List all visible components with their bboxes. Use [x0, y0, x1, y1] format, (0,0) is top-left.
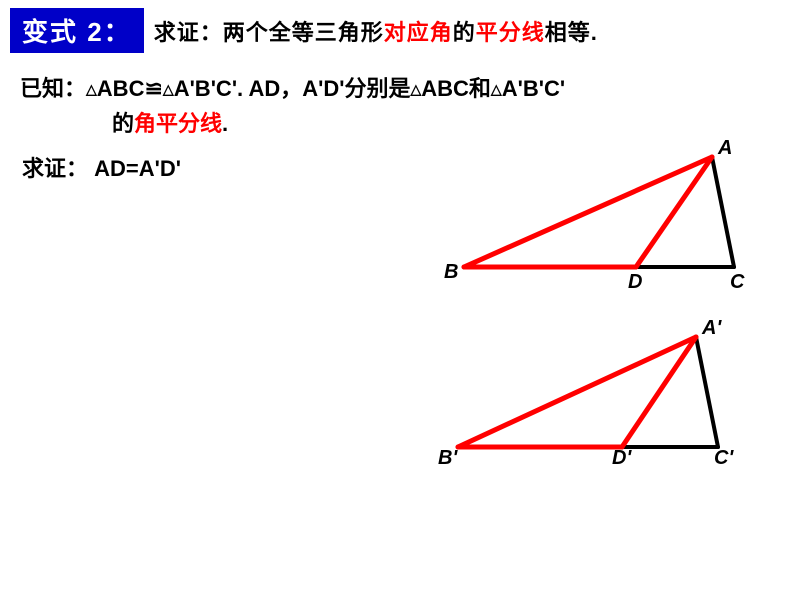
- prove-label: 求证：: [22, 156, 88, 181]
- given-t2b: A'B'C': [502, 76, 565, 101]
- vertex-label-d: D: [628, 271, 642, 294]
- vertex-label-d: D': [612, 447, 631, 470]
- given-line2a: 的: [112, 111, 134, 136]
- tri-symbol-3: △: [410, 81, 421, 97]
- vertex-label-b: B': [438, 447, 457, 470]
- given-label: 已知：: [20, 76, 86, 101]
- vertex-label-b: B: [444, 261, 458, 284]
- triangle-svg: [440, 325, 760, 475]
- tri-symbol-4: △: [491, 81, 502, 97]
- header-suffix: 相等.: [545, 20, 598, 45]
- given-t1a: ABC: [97, 76, 145, 101]
- header-statement: 求证：两个全等三角形对应角的平分线相等.: [154, 15, 598, 47]
- header-highlight1: 对应角: [384, 20, 453, 45]
- tri-symbol-2: △: [163, 81, 174, 97]
- triangle-diagram-1: ABCD: [440, 145, 760, 295]
- tri-symbol: △: [86, 81, 97, 97]
- vertex-label-c: C': [714, 447, 733, 470]
- triangle-svg: [440, 145, 760, 295]
- given-mid: AD，A'D'分别是: [248, 76, 410, 101]
- vertex-label-a: A: [718, 137, 732, 160]
- header-mid: 的: [453, 20, 476, 45]
- given-t1b: A'B'C'.: [174, 76, 249, 101]
- given-block: 已知：△ABC≌△A'B'C'. AD，A'D'分别是△ABC和△A'B'C' …: [20, 71, 794, 141]
- title-box: 变式 2：: [10, 8, 144, 53]
- triangle-diagram-2: A'B'C'D': [440, 325, 760, 475]
- given-line2b: 角平分线: [134, 111, 222, 136]
- prove-text: AD=A'D': [94, 156, 181, 181]
- header-highlight2: 平分线: [476, 20, 545, 45]
- vertex-label-a: A': [702, 317, 721, 340]
- given-t2a: ABC和: [421, 76, 491, 101]
- header-prefix: 求证：两个全等三角形: [154, 20, 384, 45]
- cong-symbol: ≌: [144, 76, 162, 101]
- given-line2c: .: [222, 111, 228, 136]
- header-row: 变式 2： 求证：两个全等三角形对应角的平分线相等.: [0, 0, 794, 53]
- given-line2: 的角平分线.: [112, 106, 794, 141]
- vertex-label-c: C: [730, 271, 744, 294]
